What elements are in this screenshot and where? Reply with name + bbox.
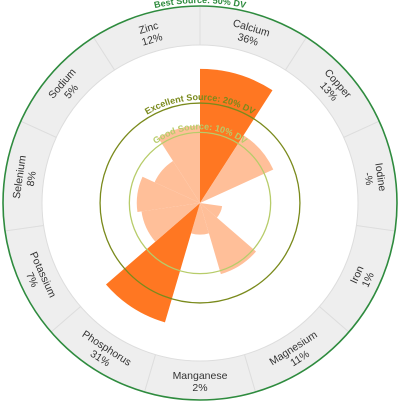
- threshold-ring-excellent-source-20-dv: [99, 102, 301, 304]
- value-label-selenium: 8%: [25, 170, 39, 187]
- bar-zinc: [158, 125, 200, 203]
- category-divider: [285, 37, 307, 71]
- category-divider: [356, 224, 396, 232]
- category-divider: [244, 354, 256, 393]
- value-label-zinc: 12%: [140, 31, 164, 48]
- bar-sodium: [154, 160, 200, 203]
- bar-iron: [200, 203, 223, 218]
- category-divider: [144, 354, 156, 393]
- category-label-iron: Iron1%: [348, 264, 377, 291]
- category-divider: [50, 306, 81, 333]
- category-divider: [20, 120, 57, 138]
- category-divider: [4, 224, 44, 232]
- threshold-ring-best-source-50-dv: [2, 5, 398, 401]
- value-label-iodine: -%: [361, 172, 375, 186]
- value-label-iron: 1%: [360, 270, 377, 289]
- threshold-ring-good-source-10-dv: [128, 131, 272, 275]
- category-label-zinc: Zinc12%: [137, 20, 164, 49]
- value-label-calcium: 36%: [236, 31, 260, 48]
- bar-selenium: [136, 176, 200, 212]
- bar-potassium: [141, 203, 200, 242]
- bar-phosphorus: [105, 203, 200, 323]
- bar-calcium: [200, 68, 273, 203]
- bar-copper: [200, 135, 274, 203]
- category-divider: [343, 120, 380, 138]
- category-ring: [3, 6, 397, 400]
- value-label-manganese: 2%: [192, 382, 207, 394]
- category-label-iodine: Iodine-%: [360, 162, 388, 194]
- category-label-manganese: Manganese 2%: [173, 370, 228, 394]
- category-divider: [93, 37, 115, 71]
- bar-magnesium: [200, 203, 257, 275]
- value-label-potassium: 7%: [23, 270, 40, 289]
- category-divider: [319, 306, 350, 333]
- bar-manganese: [191, 203, 209, 235]
- value-bars: [105, 68, 274, 323]
